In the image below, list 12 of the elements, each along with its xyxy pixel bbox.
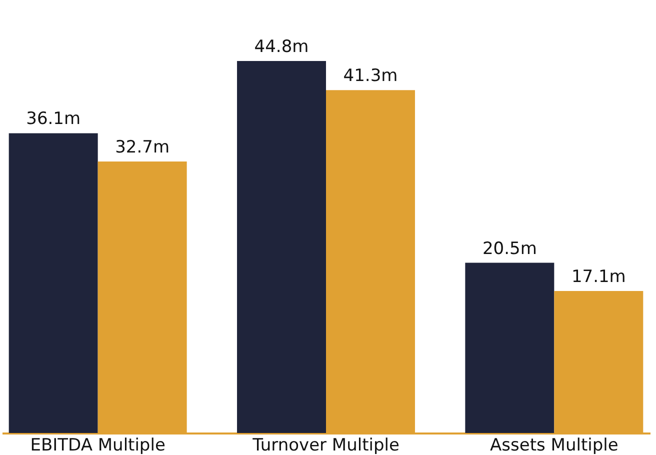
data-label: 20.5m (482, 238, 537, 259)
bar (237, 61, 326, 433)
x-tick-label: Assets Multiple (490, 436, 618, 455)
data-label: 41.3m (343, 66, 398, 86)
x-tick-label: Turnover Multiple (252, 436, 400, 455)
bar (465, 262, 554, 433)
data-label: 32.7m (115, 137, 170, 158)
data-label: 17.1m (571, 267, 626, 288)
bar (8, 133, 98, 433)
data-label: 36.1m (26, 109, 81, 130)
data-label: 44.8m (254, 37, 309, 57)
x-tick-label: EBITDA Multiple (30, 436, 166, 455)
